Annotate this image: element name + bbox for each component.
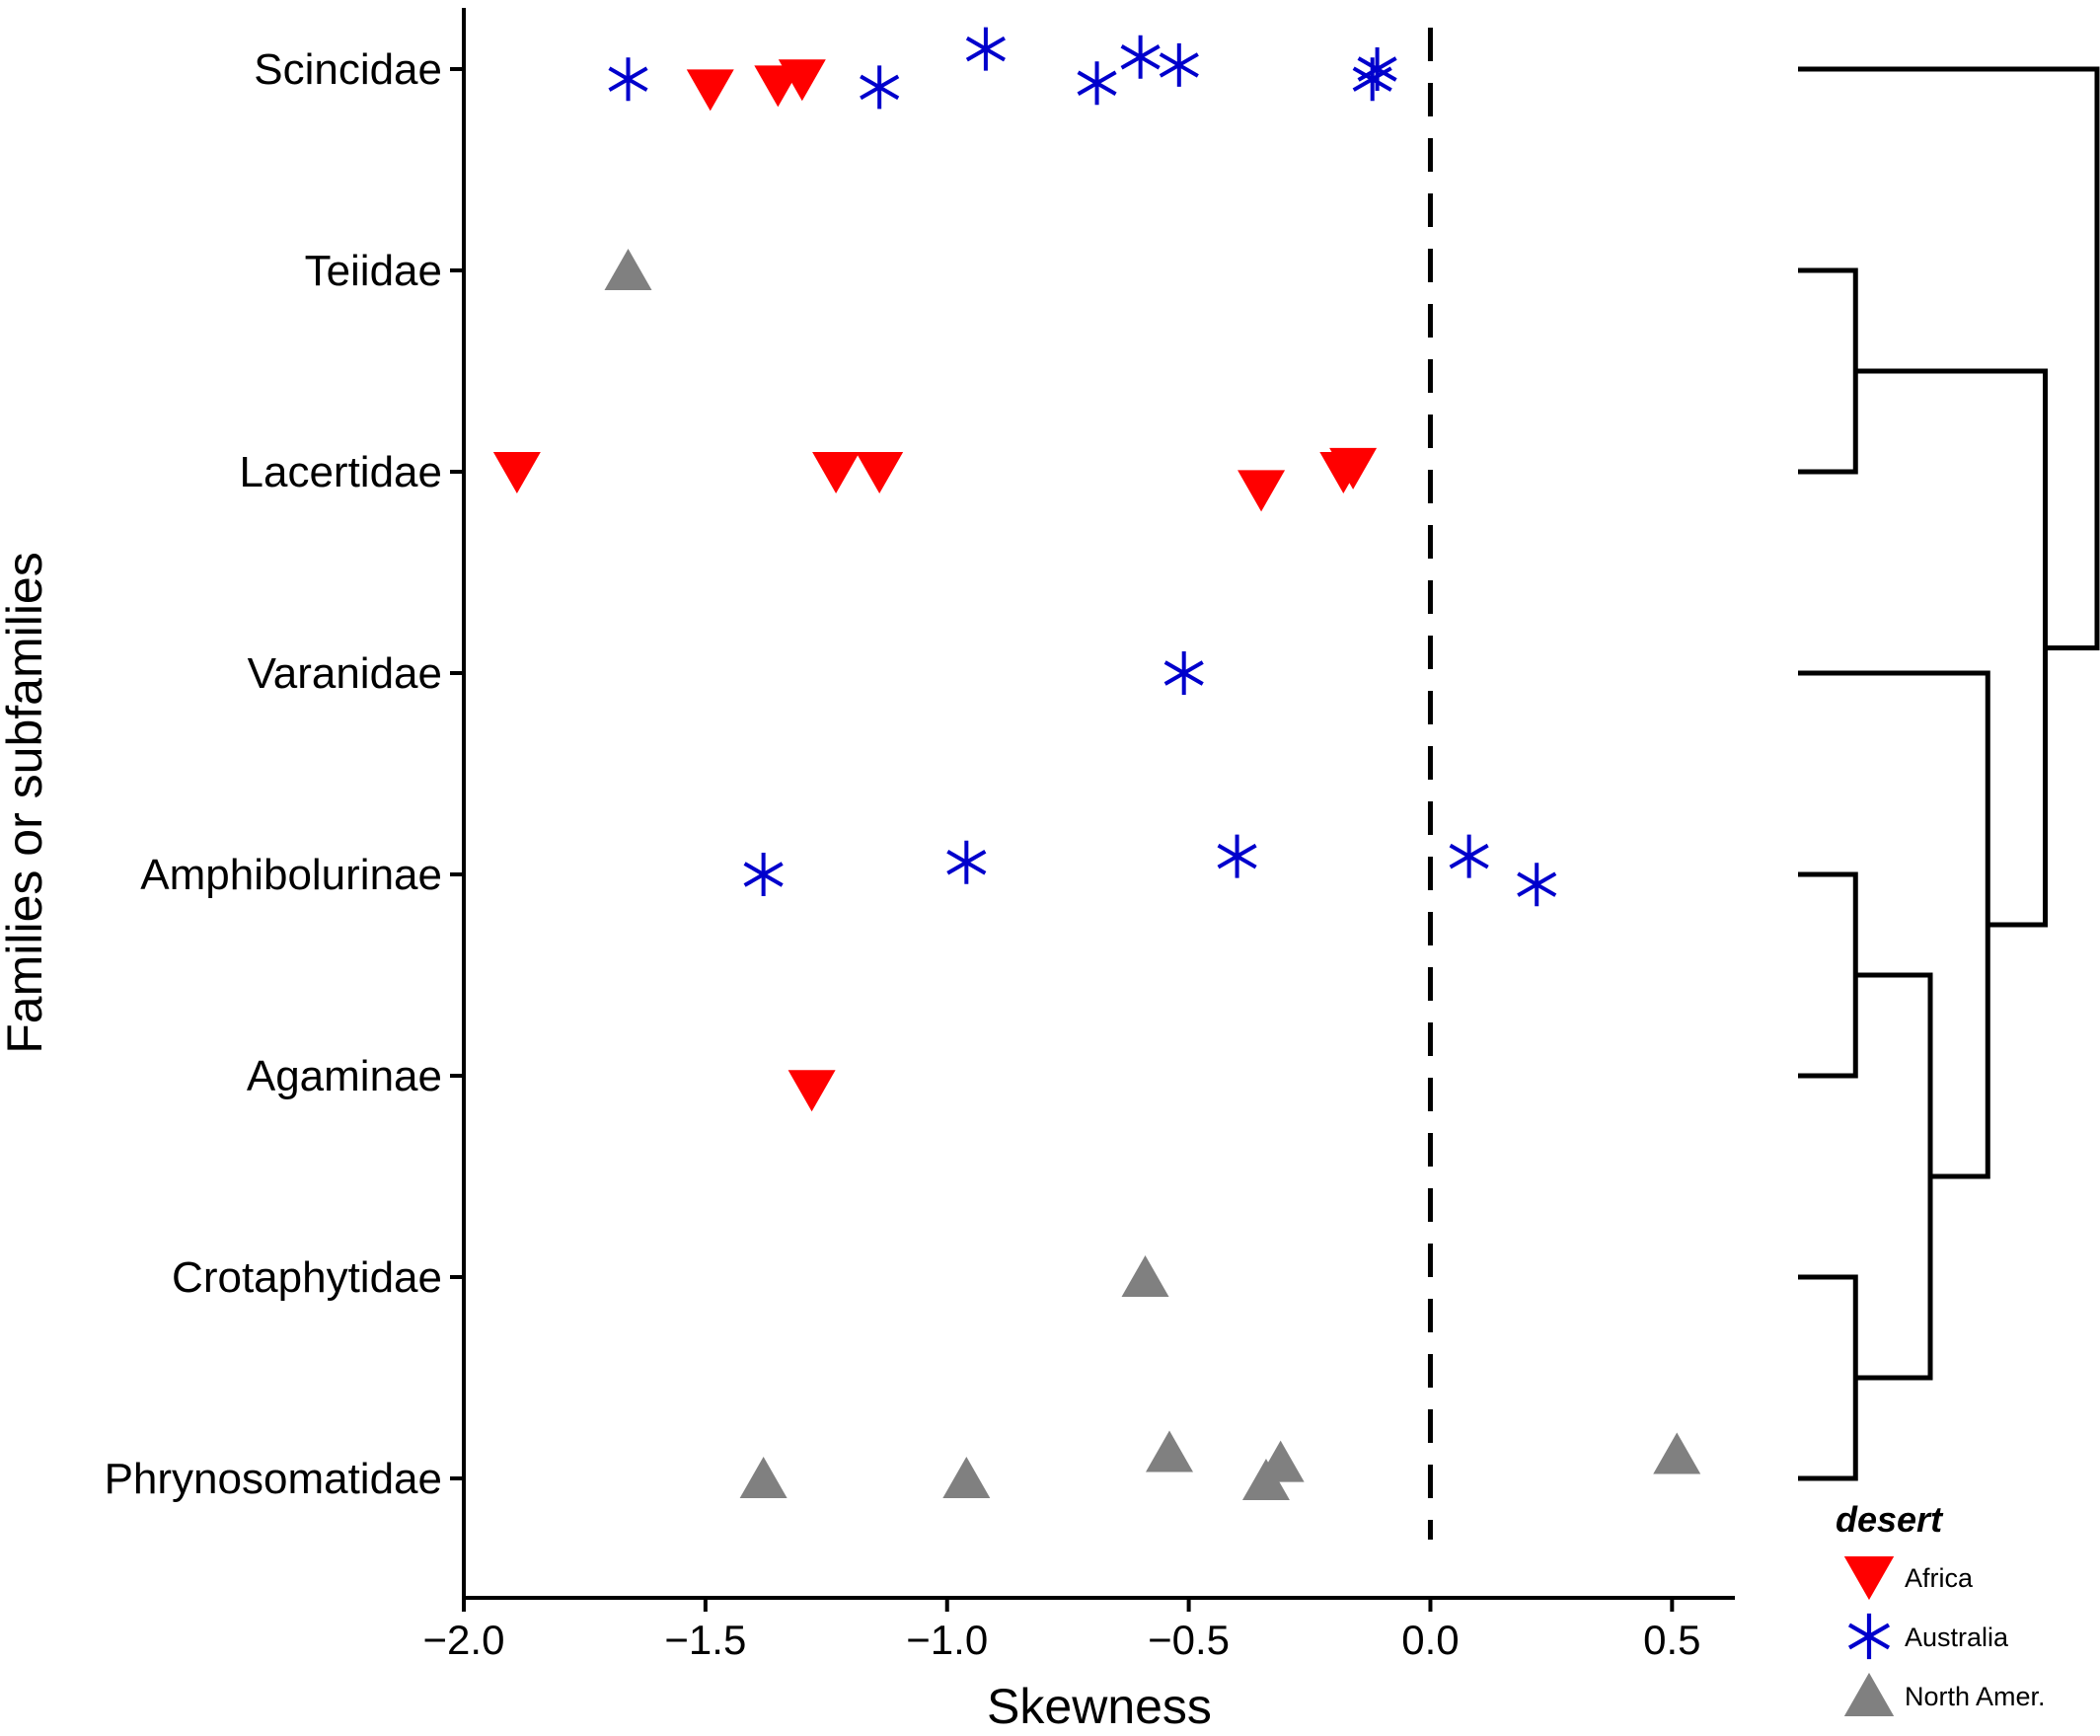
dendrogram-branch: [1855, 368, 2049, 928]
data-point-triangle-down: [1329, 447, 1378, 490]
asterisk-stroke: [946, 850, 987, 875]
dendrogram-branch: [1798, 1274, 1858, 1481]
data-point-asterisk: [965, 27, 1006, 71]
x-tick-label: 0.0: [1401, 1617, 1459, 1663]
y-tick-label: Phrynosomatidae: [105, 1455, 442, 1503]
data-point-asterisk: [743, 853, 784, 896]
data-point-triangle-up: [739, 1457, 788, 1498]
asterisk-stroke: [1163, 660, 1204, 686]
data-point-triangle-up: [942, 1457, 991, 1498]
x-tick-label: −1.0: [906, 1617, 988, 1663]
data-point-triangle-down: [686, 69, 734, 112]
legend-label: Africa: [1905, 1563, 1974, 1593]
data-point-triangle-up: [1653, 1432, 1701, 1474]
data-point-triangle-up: [1241, 1459, 1290, 1501]
data-point-asterisk: [1449, 834, 1489, 878]
data-point-asterisk: [1163, 651, 1204, 695]
asterisk-stroke: [1120, 44, 1161, 70]
asterisk-stroke: [1449, 843, 1489, 869]
data-point-asterisk: [1517, 863, 1557, 907]
y-tick-label: Teiidae: [305, 247, 442, 295]
data-point-triangle-down: [856, 452, 904, 493]
asterisk-stroke: [608, 66, 648, 92]
legend-label: Australia: [1905, 1623, 2009, 1652]
dendrogram-branch: [1798, 871, 1858, 1079]
data-point-triangle-up: [604, 249, 652, 290]
data-point-asterisk: [608, 57, 648, 102]
x-tick-label: 0.5: [1643, 1617, 1700, 1663]
data-point-asterisk: [946, 840, 987, 884]
asterisk-stroke: [1159, 52, 1199, 78]
asterisk-stroke: [1077, 70, 1117, 97]
data-point-triangle-down: [1238, 470, 1286, 512]
x-tick-label: −0.5: [1148, 1617, 1230, 1663]
dendrogram-branch: [1798, 267, 1858, 475]
y-tick-label: Lacertidae: [240, 448, 442, 496]
plot-area: Scincidae Teiidae Lacertidae Varanidae Amphi…: [105, 8, 1735, 1663]
data-point-triangle-down: [778, 59, 826, 102]
dendrogram-branch: [1798, 670, 1990, 1179]
asterisk-stroke: [1847, 1623, 1891, 1650]
y-axis-title: Families or subfamilies: [0, 552, 52, 1053]
data-point-triangle-up: [1146, 1430, 1194, 1472]
asterisk-stroke: [1217, 843, 1257, 869]
y-tick-label: Varanidae: [248, 649, 442, 698]
y-tick-label: Agaminae: [247, 1052, 442, 1100]
data-point-asterisk: [1352, 57, 1392, 102]
legend-key-triangle-up: [1843, 1672, 1895, 1716]
legend: desert Africa Australia North Amer.: [1836, 1499, 2046, 1716]
data-point-asterisk: [1120, 35, 1161, 79]
legend-key-asterisk: [1847, 1613, 1891, 1660]
legend-key-triangle-down: [1843, 1556, 1895, 1601]
asterisk-stroke: [860, 74, 900, 101]
legend-label: North Amer.: [1905, 1682, 2046, 1711]
data-points: [492, 27, 1701, 1501]
dendrogram: [1798, 66, 2100, 1481]
data-point-triangle-down: [788, 1070, 836, 1112]
y-tick-label: Crotaphytidae: [172, 1253, 442, 1302]
data-point-asterisk: [860, 65, 900, 110]
dendrogram-branch: [1798, 66, 2100, 650]
data-point-triangle-up: [1121, 1255, 1169, 1297]
data-point-asterisk: [1159, 42, 1199, 87]
data-point-asterisk: [1217, 834, 1257, 878]
asterisk-stroke: [743, 862, 784, 887]
data-point-triangle-down: [492, 452, 541, 493]
dendrogram-branch: [1855, 972, 1933, 1381]
legend-title: desert: [1836, 1499, 1944, 1540]
asterisk-stroke: [965, 36, 1006, 62]
data-point-triangle-down: [812, 452, 861, 493]
x-tick-label: −1.5: [664, 1617, 746, 1663]
x-axis-title: Skewness: [987, 1679, 1212, 1734]
asterisk-stroke: [1352, 66, 1392, 92]
asterisk-stroke: [1517, 871, 1557, 897]
y-tick-label: Amphibolurinae: [140, 851, 442, 899]
data-point-asterisk: [1077, 61, 1117, 106]
x-tick-label: −2.0: [423, 1617, 505, 1663]
y-tick-label: Scincidae: [254, 45, 442, 94]
